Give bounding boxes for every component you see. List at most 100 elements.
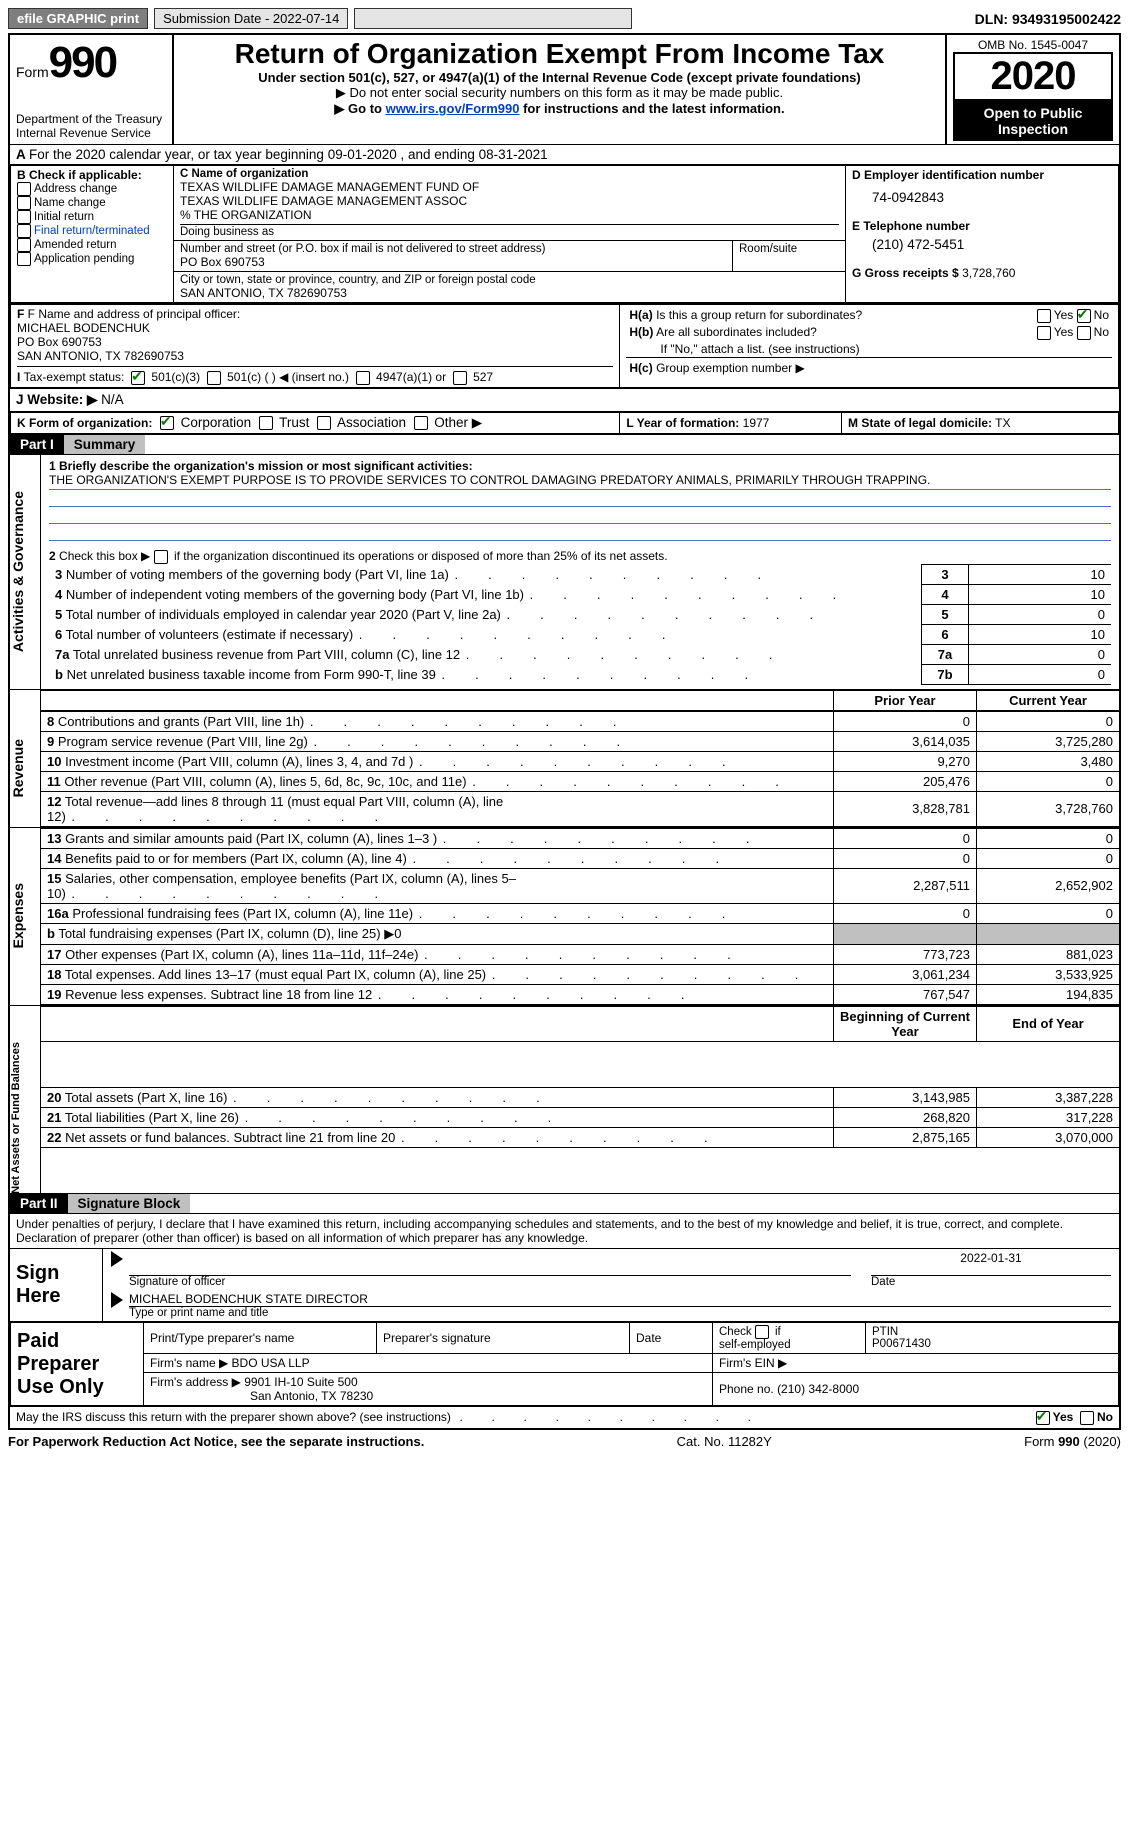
box-k-label: K Form of organization:: [17, 416, 152, 430]
boxk-checkbox[interactable]: [414, 416, 428, 430]
domicile-state: TX: [995, 416, 1010, 430]
part1-title: Summary: [64, 435, 146, 454]
hdr-begin: Beginning of Current Year: [834, 1006, 977, 1041]
org-name-3: % THE ORGANIZATION: [180, 208, 839, 222]
irs-label: Internal Revenue Service: [16, 126, 166, 140]
part2-label: Part II: [10, 1194, 68, 1213]
box-j-label: J Website: ▶: [16, 392, 97, 407]
firm-addr2: San Antonio, TX 78230: [250, 1389, 706, 1403]
instr-2: ▶ Go to www.irs.gov/Form990 for instruct…: [180, 101, 939, 117]
sig-date-label: Date: [871, 1276, 1111, 1288]
boxk-checkbox[interactable]: [259, 416, 273, 430]
boxb-checkbox[interactable]: [17, 224, 31, 238]
ptin-value: P00671430: [872, 1338, 931, 1350]
boxk-checkbox[interactable]: [160, 416, 174, 430]
form-table: Form 990 Department of the Treasury Inte…: [8, 33, 1121, 1430]
arrow-icon: [111, 1292, 123, 1308]
part1-label: Part I: [10, 435, 64, 454]
declaration-text: Under penalties of perjury, I declare th…: [9, 1214, 1120, 1249]
hdr-current: Current Year: [977, 690, 1120, 710]
sig-officer-label: Signature of officer: [129, 1276, 851, 1288]
street-value: PO Box 690753: [180, 255, 726, 269]
line1-label: 1 Briefly describe the organization's mi…: [49, 459, 1111, 473]
box-c-label: C Name of organization: [180, 168, 839, 180]
form-id: Form 990: [16, 38, 166, 88]
footer-right: Form 990 (2020): [1024, 1434, 1121, 1449]
instr-1: ▶ Do not enter social security numbers o…: [180, 85, 939, 101]
officer-addr1: PO Box 690753: [17, 335, 613, 349]
boxb-checkbox[interactable]: [17, 252, 31, 266]
box-e-label: E Telephone number: [852, 219, 1112, 233]
officer-name-title: MICHAEL BODENCHUK STATE DIRECTOR: [129, 1292, 1111, 1307]
boxk-checkbox[interactable]: [317, 416, 331, 430]
omb-label: OMB No. 1545-0047: [953, 38, 1113, 52]
boxi-checkbox[interactable]: [453, 371, 467, 385]
top-toolbar: efile GRAPHIC print Submission Date - 20…: [8, 8, 1121, 29]
footer-left: For Paperwork Reduction Act Notice, see …: [8, 1434, 424, 1449]
org-name-1: TEXAS WILDLIFE DAMAGE MANAGEMENT FUND OF: [180, 180, 839, 194]
exp-vlabel: Expenses: [10, 883, 26, 948]
discuss-no-checkbox[interactable]: [1080, 1411, 1094, 1425]
dept-label: Department of the Treasury: [16, 112, 166, 126]
boxb-checkbox[interactable]: [17, 182, 31, 196]
line2-checkbox[interactable]: [154, 550, 168, 564]
net-vlabel: Net Assets or Fund Balances: [10, 1042, 22, 1194]
tax-year: 2020: [953, 52, 1113, 101]
ha-no-checkbox[interactable]: [1077, 309, 1091, 323]
line1-text: THE ORGANIZATION'S EXEMPT PURPOSE IS TO …: [49, 473, 1111, 487]
ein-value: 74-0942843: [872, 190, 1112, 205]
blank-button[interactable]: [354, 8, 632, 29]
dba-label: Doing business as: [180, 224, 839, 238]
boxb-checkbox[interactable]: [17, 210, 31, 224]
gross-receipts: 3,728,760: [962, 266, 1015, 280]
h-note: If "No," attach a list. (see instruction…: [626, 341, 1112, 358]
form990-link[interactable]: www.irs.gov/Form990: [386, 101, 520, 116]
firm-addr1: 9901 IH-10 Suite 500: [244, 1375, 357, 1389]
name-title-label: Type or print name and title: [129, 1307, 1111, 1319]
box-g-label: G Gross receipts $: [852, 266, 959, 280]
boxi-checkbox[interactable]: [131, 371, 145, 385]
form-title: Return of Organization Exempt From Incom…: [180, 38, 939, 70]
room-label: Room/suite: [733, 241, 846, 272]
hdr-end: End of Year: [977, 1006, 1120, 1041]
footer-mid: Cat. No. 11282Y: [677, 1434, 772, 1449]
box-i-label: Tax-exempt status:: [24, 370, 125, 384]
col-sig: Preparer's signature: [377, 1323, 630, 1354]
hb-no-checkbox[interactable]: [1077, 326, 1091, 340]
part2-title: Signature Block: [68, 1194, 191, 1213]
city-label: City or town, state or province, country…: [180, 274, 839, 286]
sign-here-label: Sign Here: [10, 1249, 103, 1321]
efile-button[interactable]: efile GRAPHIC print: [8, 8, 148, 29]
firm-name: BDO USA LLP: [232, 1356, 310, 1370]
box-b-label: B Check if applicable:: [17, 168, 167, 182]
boxb-checkbox[interactable]: [17, 196, 31, 210]
officer-name: MICHAEL BODENCHUK: [17, 321, 613, 335]
open-public-badge: Open to Public Inspection: [953, 101, 1113, 141]
year-formation: 1977: [743, 416, 770, 430]
boxi-checkbox[interactable]: [356, 371, 370, 385]
hb-yes-checkbox[interactable]: [1037, 326, 1051, 340]
hdr-prior: Prior Year: [834, 690, 977, 710]
firm-phone: (210) 342-8000: [777, 1382, 859, 1396]
discuss-q: May the IRS discuss this return with the…: [16, 1410, 451, 1424]
dln-label: DLN: 93493195002422: [975, 11, 1121, 27]
firm-ein-label: Firm's EIN ▶: [713, 1354, 1119, 1373]
gov-vlabel: Activities & Governance: [10, 491, 26, 652]
website-value: N/A: [101, 392, 124, 407]
col-date: Date: [630, 1323, 713, 1354]
boxb-checkbox[interactable]: [17, 238, 31, 252]
self-emp-checkbox[interactable]: [755, 1325, 769, 1339]
arrow-icon: [111, 1251, 123, 1267]
org-name-2: TEXAS WILDLIFE DAMAGE MANAGEMENT ASSOC: [180, 194, 839, 208]
city-value: SAN ANTONIO, TX 782690753: [180, 286, 839, 300]
period-a: For the 2020 calendar year, or tax year …: [29, 147, 397, 162]
submission-date-button[interactable]: Submission Date - 2022-07-14: [154, 8, 348, 29]
tel-value: (210) 472-5451: [872, 237, 1112, 252]
form-subtitle: Under section 501(c), 527, or 4947(a)(1)…: [180, 70, 939, 85]
street-label: Number and street (or P.O. box if mail i…: [180, 243, 726, 255]
ha-yes-checkbox[interactable]: [1037, 309, 1051, 323]
paid-preparer-label: Paid Preparer Use Only: [11, 1323, 144, 1406]
boxi-checkbox[interactable]: [207, 371, 221, 385]
discuss-yes-checkbox[interactable]: [1036, 1411, 1050, 1425]
box-f-label: F Name and address of principal officer:: [28, 307, 241, 321]
